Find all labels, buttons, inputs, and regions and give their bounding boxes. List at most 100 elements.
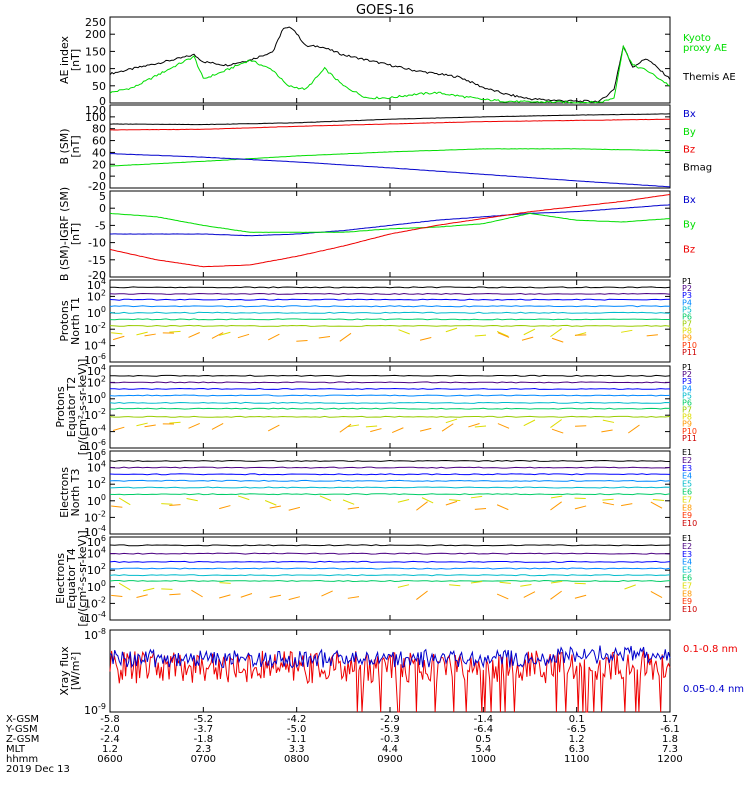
x-value: -5.0 <box>287 724 307 735</box>
x-value: 0700 <box>191 754 216 765</box>
panel-frame <box>109 365 671 449</box>
series-line <box>109 26 671 103</box>
channel-segment <box>602 498 614 501</box>
channel-segment <box>347 596 360 599</box>
channel-label: P7 <box>682 320 692 329</box>
channel-segment <box>551 428 564 434</box>
channel-segment <box>347 424 360 428</box>
channel-segment <box>112 335 125 341</box>
channel-line <box>109 407 671 410</box>
channel-segment <box>398 329 410 335</box>
channel-segment <box>652 499 665 501</box>
y-axis-label: Xray flux[W/m²] <box>58 646 82 696</box>
channel-segment <box>169 593 181 596</box>
x-row-label: X-GSM <box>6 714 39 725</box>
channel-segment <box>621 329 633 333</box>
x-value: -6.5 <box>567 724 587 735</box>
series-line <box>109 194 671 268</box>
channel-segment <box>550 495 563 499</box>
channel-line <box>109 473 671 476</box>
channel-label: E8 <box>682 589 692 598</box>
y-tick-label: 100 <box>87 391 106 406</box>
channel-segment <box>144 424 156 428</box>
channel-segment <box>445 418 458 424</box>
x-value: 7.3 <box>662 744 678 755</box>
x-value: 5.4 <box>475 744 491 755</box>
channel-segment <box>111 594 123 598</box>
xray-series-line <box>109 645 671 669</box>
channel-label: E3 <box>682 464 692 473</box>
channel-segment <box>118 497 131 506</box>
y-tick-label: 10-2 <box>84 509 106 524</box>
y-axis-label: ProtonsEquator T2[p/(cm²-s-sr-keV)] <box>54 359 89 456</box>
legend-entry: Themis AE <box>682 72 736 83</box>
channel-line <box>109 567 671 570</box>
channel-label: P6 <box>682 312 692 321</box>
channel-segment <box>211 422 224 430</box>
y-tick-label: 10-2 <box>84 595 106 610</box>
y-tick-label: 10-2 <box>84 321 106 336</box>
channel-segment <box>441 423 454 432</box>
y-axis-label: ElectronsEquator T4[e/(cm²-s-sr-keV)] <box>54 530 89 626</box>
channel-line <box>109 324 671 327</box>
y-tick-label: 102 <box>87 374 106 389</box>
channel-line <box>109 560 671 563</box>
channel-line <box>109 401 671 404</box>
x-value: 1.2 <box>569 734 585 745</box>
y-tick-label: 100 <box>87 305 106 320</box>
legend-entry: 0.1-0.8 nm <box>683 644 738 655</box>
channel-segment <box>550 590 562 600</box>
panel-frame <box>109 536 671 621</box>
x-value: -1.8 <box>194 734 214 745</box>
legend-entry: Bx <box>683 195 696 206</box>
channel-segment <box>136 594 148 599</box>
channel-segment <box>219 505 231 510</box>
channel-segment <box>136 422 148 427</box>
channel-label: E5 <box>682 480 692 489</box>
channel-line <box>109 415 671 418</box>
channel-segment <box>449 584 461 587</box>
channel-segment <box>646 334 658 337</box>
channel-label: P10 <box>682 427 697 436</box>
channel-segment <box>474 334 487 337</box>
channel-segment <box>288 506 301 511</box>
channel-segment <box>118 582 131 591</box>
y-tick-label: 10-4 <box>84 338 106 353</box>
channel-line <box>109 318 670 321</box>
channel-segment <box>188 422 200 429</box>
channel-label: P10 <box>682 341 697 350</box>
channel-line <box>109 479 671 482</box>
channel-segment <box>523 328 536 336</box>
channel-label: P3 <box>682 291 692 300</box>
y-tick-label: -20 <box>88 180 106 193</box>
channel-segment <box>550 328 562 338</box>
channel-segment <box>602 501 615 506</box>
legend-entry: Bz <box>683 145 695 156</box>
channel-line <box>109 311 671 314</box>
channel-segment <box>421 497 434 504</box>
y-tick-label: 10-4 <box>84 524 106 539</box>
xray-series-line <box>109 650 671 713</box>
series-line <box>110 113 670 126</box>
y-tick-label: 60 <box>92 135 106 148</box>
channel-segment <box>219 594 231 599</box>
channel-label: P9 <box>682 334 692 343</box>
channel-segment <box>574 505 587 510</box>
channel-segment <box>111 505 123 508</box>
x-value: 1100 <box>564 754 589 765</box>
x-value: 4.4 <box>382 744 398 755</box>
channel-segment <box>523 591 536 598</box>
channel-label: P6 <box>682 398 692 407</box>
y-tick-label: -10 <box>88 237 106 250</box>
channel-line <box>109 574 671 577</box>
channel-segment <box>237 333 250 339</box>
series-line <box>109 118 671 131</box>
channel-line <box>109 305 671 308</box>
panel-frame <box>109 104 671 189</box>
channel-label: E9 <box>682 511 692 520</box>
x-value: 1.7 <box>662 714 678 725</box>
y-tick-label: 10-8 <box>84 627 106 642</box>
x-value: -1.4 <box>474 714 494 725</box>
